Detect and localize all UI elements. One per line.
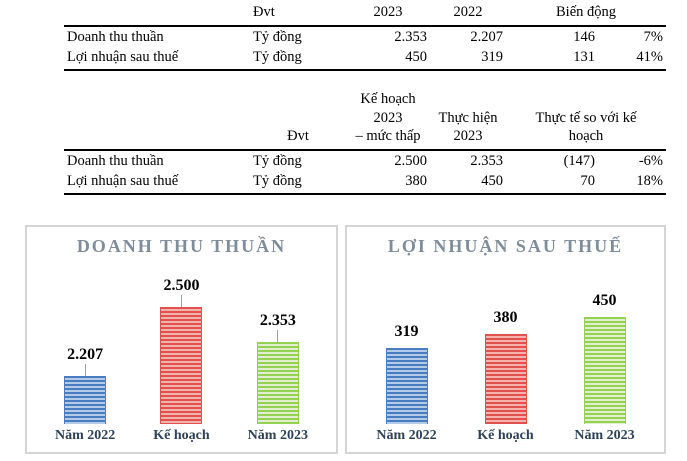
header-unit: Đvt xyxy=(250,89,346,151)
leader-line xyxy=(505,327,506,334)
header-line: Kế hoạch 2023 xyxy=(360,91,416,126)
cell-plan: 2.500 xyxy=(394,152,427,169)
cell-2022: 319 xyxy=(430,47,506,72)
bar-group: 2.500 xyxy=(137,277,225,424)
header-line: 2023 xyxy=(453,127,483,144)
header-line: Thực tế so với kế xyxy=(535,109,637,126)
header-line: hoạch xyxy=(568,127,604,144)
row-label: Lợi nhuận sau thuế xyxy=(64,47,250,72)
bar-ke-hoach xyxy=(160,306,203,424)
header-plan-2023: Kế hoạch 2023 – mức thấp xyxy=(346,89,430,151)
leader-line xyxy=(84,363,86,376)
bar-value-label: 450 xyxy=(592,292,617,310)
bar-ke-hoach xyxy=(484,333,527,424)
row-label: Doanh thu thuần xyxy=(67,152,164,169)
category-axis: Năm 2022 Kế hoạch Năm 2023 xyxy=(27,424,336,452)
table-yoy-header-row: Đvt 2023 2022 Biến động xyxy=(64,2,667,28)
row-label: Doanh thu thuần xyxy=(67,29,164,46)
cell-2022: 2.207 xyxy=(470,29,503,46)
bar-group: 380 xyxy=(462,309,550,424)
bar-value-label: 2.207 xyxy=(67,346,104,364)
bar-value-label: 2.353 xyxy=(259,312,296,330)
leader-line xyxy=(180,294,182,307)
bar-nam-2022 xyxy=(64,375,107,424)
header-line: Thực hiện xyxy=(438,109,498,126)
cell-actual: 450 xyxy=(430,170,506,196)
header-actual-vs-plan: Thực tế so với kế hoạch xyxy=(506,89,666,151)
chart-title-revenue: DOANH THU THUẦN xyxy=(76,236,287,256)
header-empty xyxy=(64,89,250,151)
cell-change: 146 xyxy=(573,29,595,46)
bar-value-label: 2.500 xyxy=(163,277,200,295)
table-row: Lợi nhuận sau thuế Tỷ đồng 380 450 70 18… xyxy=(64,170,666,196)
header-line: – mức thấp xyxy=(355,127,421,144)
category-label: Kế hoạch xyxy=(477,427,534,443)
cell-change-pct: 7% xyxy=(643,29,664,46)
header-2022: 2022 xyxy=(430,2,506,28)
bar-nam-2023 xyxy=(256,341,299,424)
plot-area: 319 380 450 xyxy=(347,258,664,424)
bar-group: 2.353 xyxy=(234,312,322,424)
cell-unit: Tỷ đồng xyxy=(253,152,302,169)
cell-diff-pct: -6% xyxy=(638,152,663,169)
table-row: Doanh thu thuần Tỷ đồng 2.500 2.353 (147… xyxy=(64,150,666,171)
category-label: Năm 2023 xyxy=(247,427,308,443)
category-label: Năm 2022 xyxy=(55,427,116,443)
cell-change-pct: 41% xyxy=(598,47,667,72)
cell-actual: 2.353 xyxy=(470,152,503,169)
plot-area: 2.207 2.500 2.353 xyxy=(27,258,336,424)
cell-2023: 2.353 xyxy=(394,29,427,46)
bar-value-label: 319 xyxy=(394,323,419,341)
chart-card-revenue: DOANH THU THUẦN 2.207 2.500 2.353 Năm 20… xyxy=(25,225,338,454)
chart-card-profit: LỢI NHUẬN SAU THUẾ 319 380 450 Năm 2022 … xyxy=(345,225,666,454)
category-label: Năm 2023 xyxy=(574,427,635,443)
table-yoy: Đvt 2023 2022 Biến động Doanh thu thuần … xyxy=(64,2,667,72)
category-label: Năm 2022 xyxy=(376,427,437,443)
cell-diff-pct: 18% xyxy=(598,170,666,196)
leader-line xyxy=(604,310,605,317)
bar-group: 2.207 xyxy=(41,346,129,424)
header-empty xyxy=(64,2,250,28)
cell-change: 131 xyxy=(506,47,598,72)
leader-line xyxy=(406,341,407,348)
chart-title-profit: LỢI NHUẬN SAU THUẾ xyxy=(387,236,624,256)
cell-unit: Tỷ đồng xyxy=(250,170,346,196)
bar-nam-2023 xyxy=(583,316,626,424)
charts-row: DOANH THU THUẦN 2.207 2.500 2.353 Năm 20… xyxy=(25,225,687,454)
row-label: Lợi nhuận sau thuế xyxy=(64,170,250,196)
cell-unit: Tỷ đồng xyxy=(250,47,346,72)
header-change: Biến động xyxy=(506,2,667,28)
table-plan-header-row: Đvt Kế hoạch 2023 – mức thấp Thực hiện 2… xyxy=(64,89,666,151)
bar-group: 319 xyxy=(363,323,451,424)
header-actual-2023: Thực hiện 2023 xyxy=(430,89,506,151)
leader-line xyxy=(277,329,279,342)
bar-group: 450 xyxy=(561,292,649,424)
header-unit: Đvt xyxy=(250,2,346,28)
bar-nam-2022 xyxy=(385,347,428,424)
cell-unit: Tỷ đồng xyxy=(253,29,302,46)
table-row: Doanh thu thuần Tỷ đồng 2.353 2.207 146 … xyxy=(64,26,666,47)
cell-2023: 450 xyxy=(346,47,430,72)
cell-plan: 380 xyxy=(346,170,430,196)
cell-diff: 70 xyxy=(506,170,598,196)
category-label: Kế hoạch xyxy=(153,427,210,443)
bar-value-label: 380 xyxy=(493,309,518,327)
cell-diff: (147) xyxy=(563,152,595,169)
table-plan-vs-actual: Đvt Kế hoạch 2023 – mức thấp Thực hiện 2… xyxy=(64,89,666,196)
header-2023: 2023 xyxy=(346,2,430,28)
category-axis: Năm 2022 Kế hoạch Năm 2023 xyxy=(347,424,664,452)
table-row: Lợi nhuận sau thuế Tỷ đồng 450 319 131 4… xyxy=(64,47,667,72)
